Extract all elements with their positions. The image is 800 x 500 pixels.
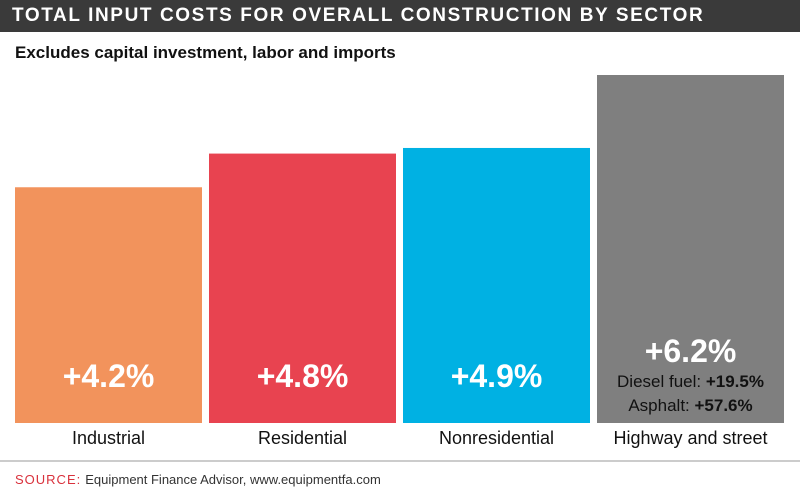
bar-industrial xyxy=(15,187,202,423)
category-label-nonresidential: Nonresidential xyxy=(439,428,554,448)
annotation-diesel-fuel: Diesel fuel: +19.5% xyxy=(617,372,764,391)
category-label-highway-and-street: Highway and street xyxy=(613,428,767,448)
source-note: SOURCE: Equipment Finance Advisor, www.eq… xyxy=(15,472,381,487)
bar-nonresidential xyxy=(403,147,590,423)
bar-residential xyxy=(209,153,396,424)
bar-highway-and-street xyxy=(597,75,784,423)
source-label: SOURCE: xyxy=(15,472,82,487)
category-label-residential: Residential xyxy=(258,428,347,448)
value-label-highway-and-street: +6.2% xyxy=(645,333,737,369)
value-label-residential: +4.8% xyxy=(257,358,349,394)
annotation-asphalt: Asphalt: +57.6% xyxy=(628,396,752,415)
source-text: Equipment Finance Advisor, www.equipment… xyxy=(85,472,381,487)
value-label-nonresidential: +4.9% xyxy=(451,358,543,394)
value-label-industrial: +4.2% xyxy=(63,358,155,394)
chart-title: TOTAL INPUT COSTS FOR OVERALL CONSTRUCTI… xyxy=(0,0,800,32)
chart-subtitle: Excludes capital investment, labor and i… xyxy=(15,43,396,62)
category-label-industrial: Industrial xyxy=(72,428,145,448)
